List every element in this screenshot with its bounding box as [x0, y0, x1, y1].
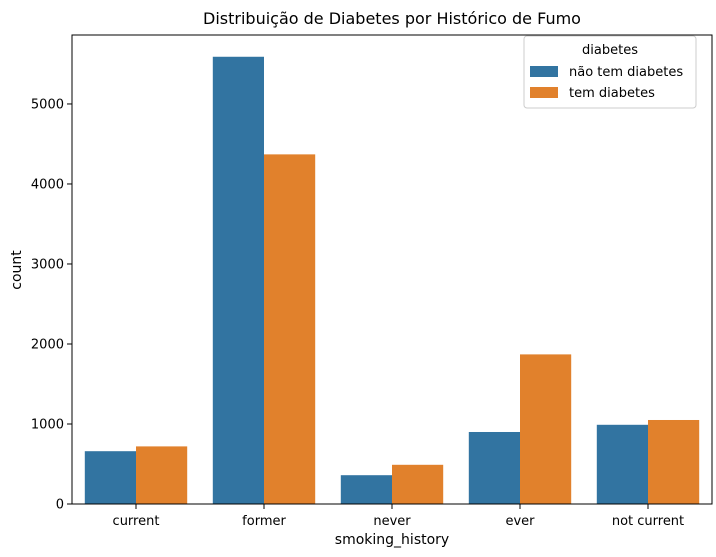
x-tick-label: not current — [612, 514, 684, 529]
bar-current-series-0 — [84, 451, 136, 504]
legend-entry-label: não tem diabetes — [569, 65, 683, 80]
x-axis-ticks: current former never ever not current — [113, 504, 684, 529]
y-axis-label: count — [9, 250, 25, 290]
bar-ever-series-1 — [520, 354, 572, 504]
bar-ever-series-0 — [468, 431, 520, 504]
y-tick-label: 4000 — [31, 177, 64, 192]
x-tick-label: former — [242, 514, 286, 529]
legend-frame — [523, 35, 697, 109]
x-tick-label: ever — [505, 514, 535, 529]
chart-title: Distribuição de Diabetes por Histórico d… — [203, 9, 581, 28]
bar-not-current-series-0 — [596, 424, 648, 504]
legend-title: diabetes — [582, 43, 638, 58]
legend-entries: não tem diabetes tem diabetes — [530, 65, 683, 101]
y-axis-ticks: 0 1000 2000 3000 4000 5000 — [31, 97, 72, 513]
bar-current-series-1 — [136, 446, 188, 504]
y-tick-label: 2000 — [31, 337, 64, 352]
legend: diabetes não tem diabetes tem diabetes — [523, 35, 697, 109]
bar-never-series-1 — [392, 464, 444, 504]
x-axis-label: smoking_history — [335, 532, 449, 548]
bar-former-series-1 — [264, 154, 316, 504]
legend-swatch — [530, 66, 558, 77]
y-tick-label: 3000 — [31, 257, 64, 272]
legend-swatch — [530, 87, 558, 98]
y-tick-label: 5000 — [31, 97, 64, 112]
x-tick-label: current — [113, 514, 160, 529]
y-tick-label: 0 — [56, 498, 64, 513]
bars-layer — [84, 56, 700, 505]
plot-frame — [71, 34, 713, 505]
bar-not-current-series-1 — [648, 419, 700, 504]
x-tick-label: never — [373, 514, 411, 529]
bar-former-series-0 — [212, 56, 264, 505]
legend-entry-label: tem diabetes — [569, 86, 655, 101]
bar-never-series-0 — [340, 475, 392, 504]
y-tick-label: 1000 — [31, 417, 64, 432]
